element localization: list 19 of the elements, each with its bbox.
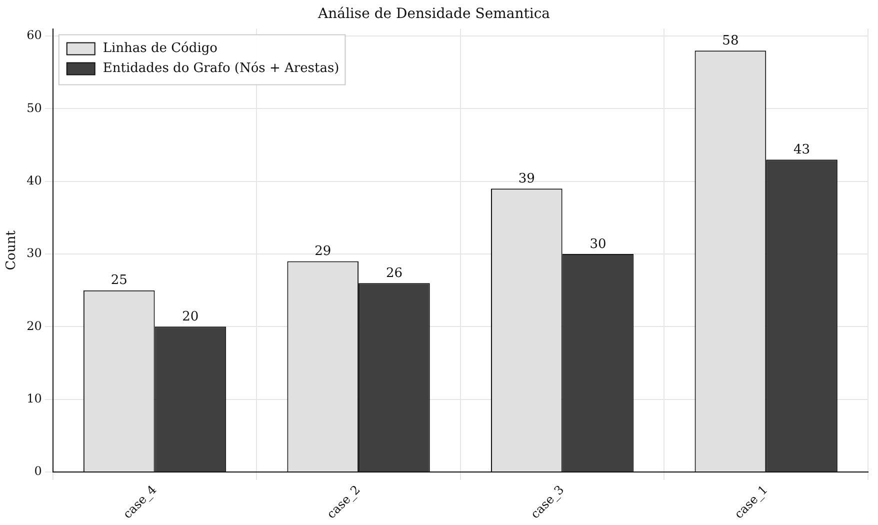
y-tick-label: 50	[26, 100, 42, 115]
legend-label: Entidades do Grafo (Nós + Arestas)	[102, 61, 340, 76]
data-label: 58	[722, 33, 739, 48]
y-tick-label: 30	[26, 246, 42, 260]
data-label: 30	[590, 236, 606, 252]
data-label: 43	[793, 142, 810, 158]
y-tick-label: 0	[34, 464, 42, 478]
y-tick-label: 60	[26, 28, 42, 42]
chart-title: Análise de Densidade Semantica	[316, 6, 550, 22]
data-label: 26	[386, 266, 402, 281]
data-label: 20	[182, 310, 199, 325]
y-axis-title: Count	[4, 230, 20, 270]
y-tick-label: 10	[26, 391, 42, 406]
legend-label: Linhas de Código	[102, 41, 218, 56]
y-tick-label: 40	[26, 174, 42, 188]
data-label: 39	[518, 172, 535, 187]
data-label: 29	[314, 244, 332, 260]
y-tick-label: 20	[26, 318, 42, 333]
data-label: 25	[110, 273, 128, 288]
